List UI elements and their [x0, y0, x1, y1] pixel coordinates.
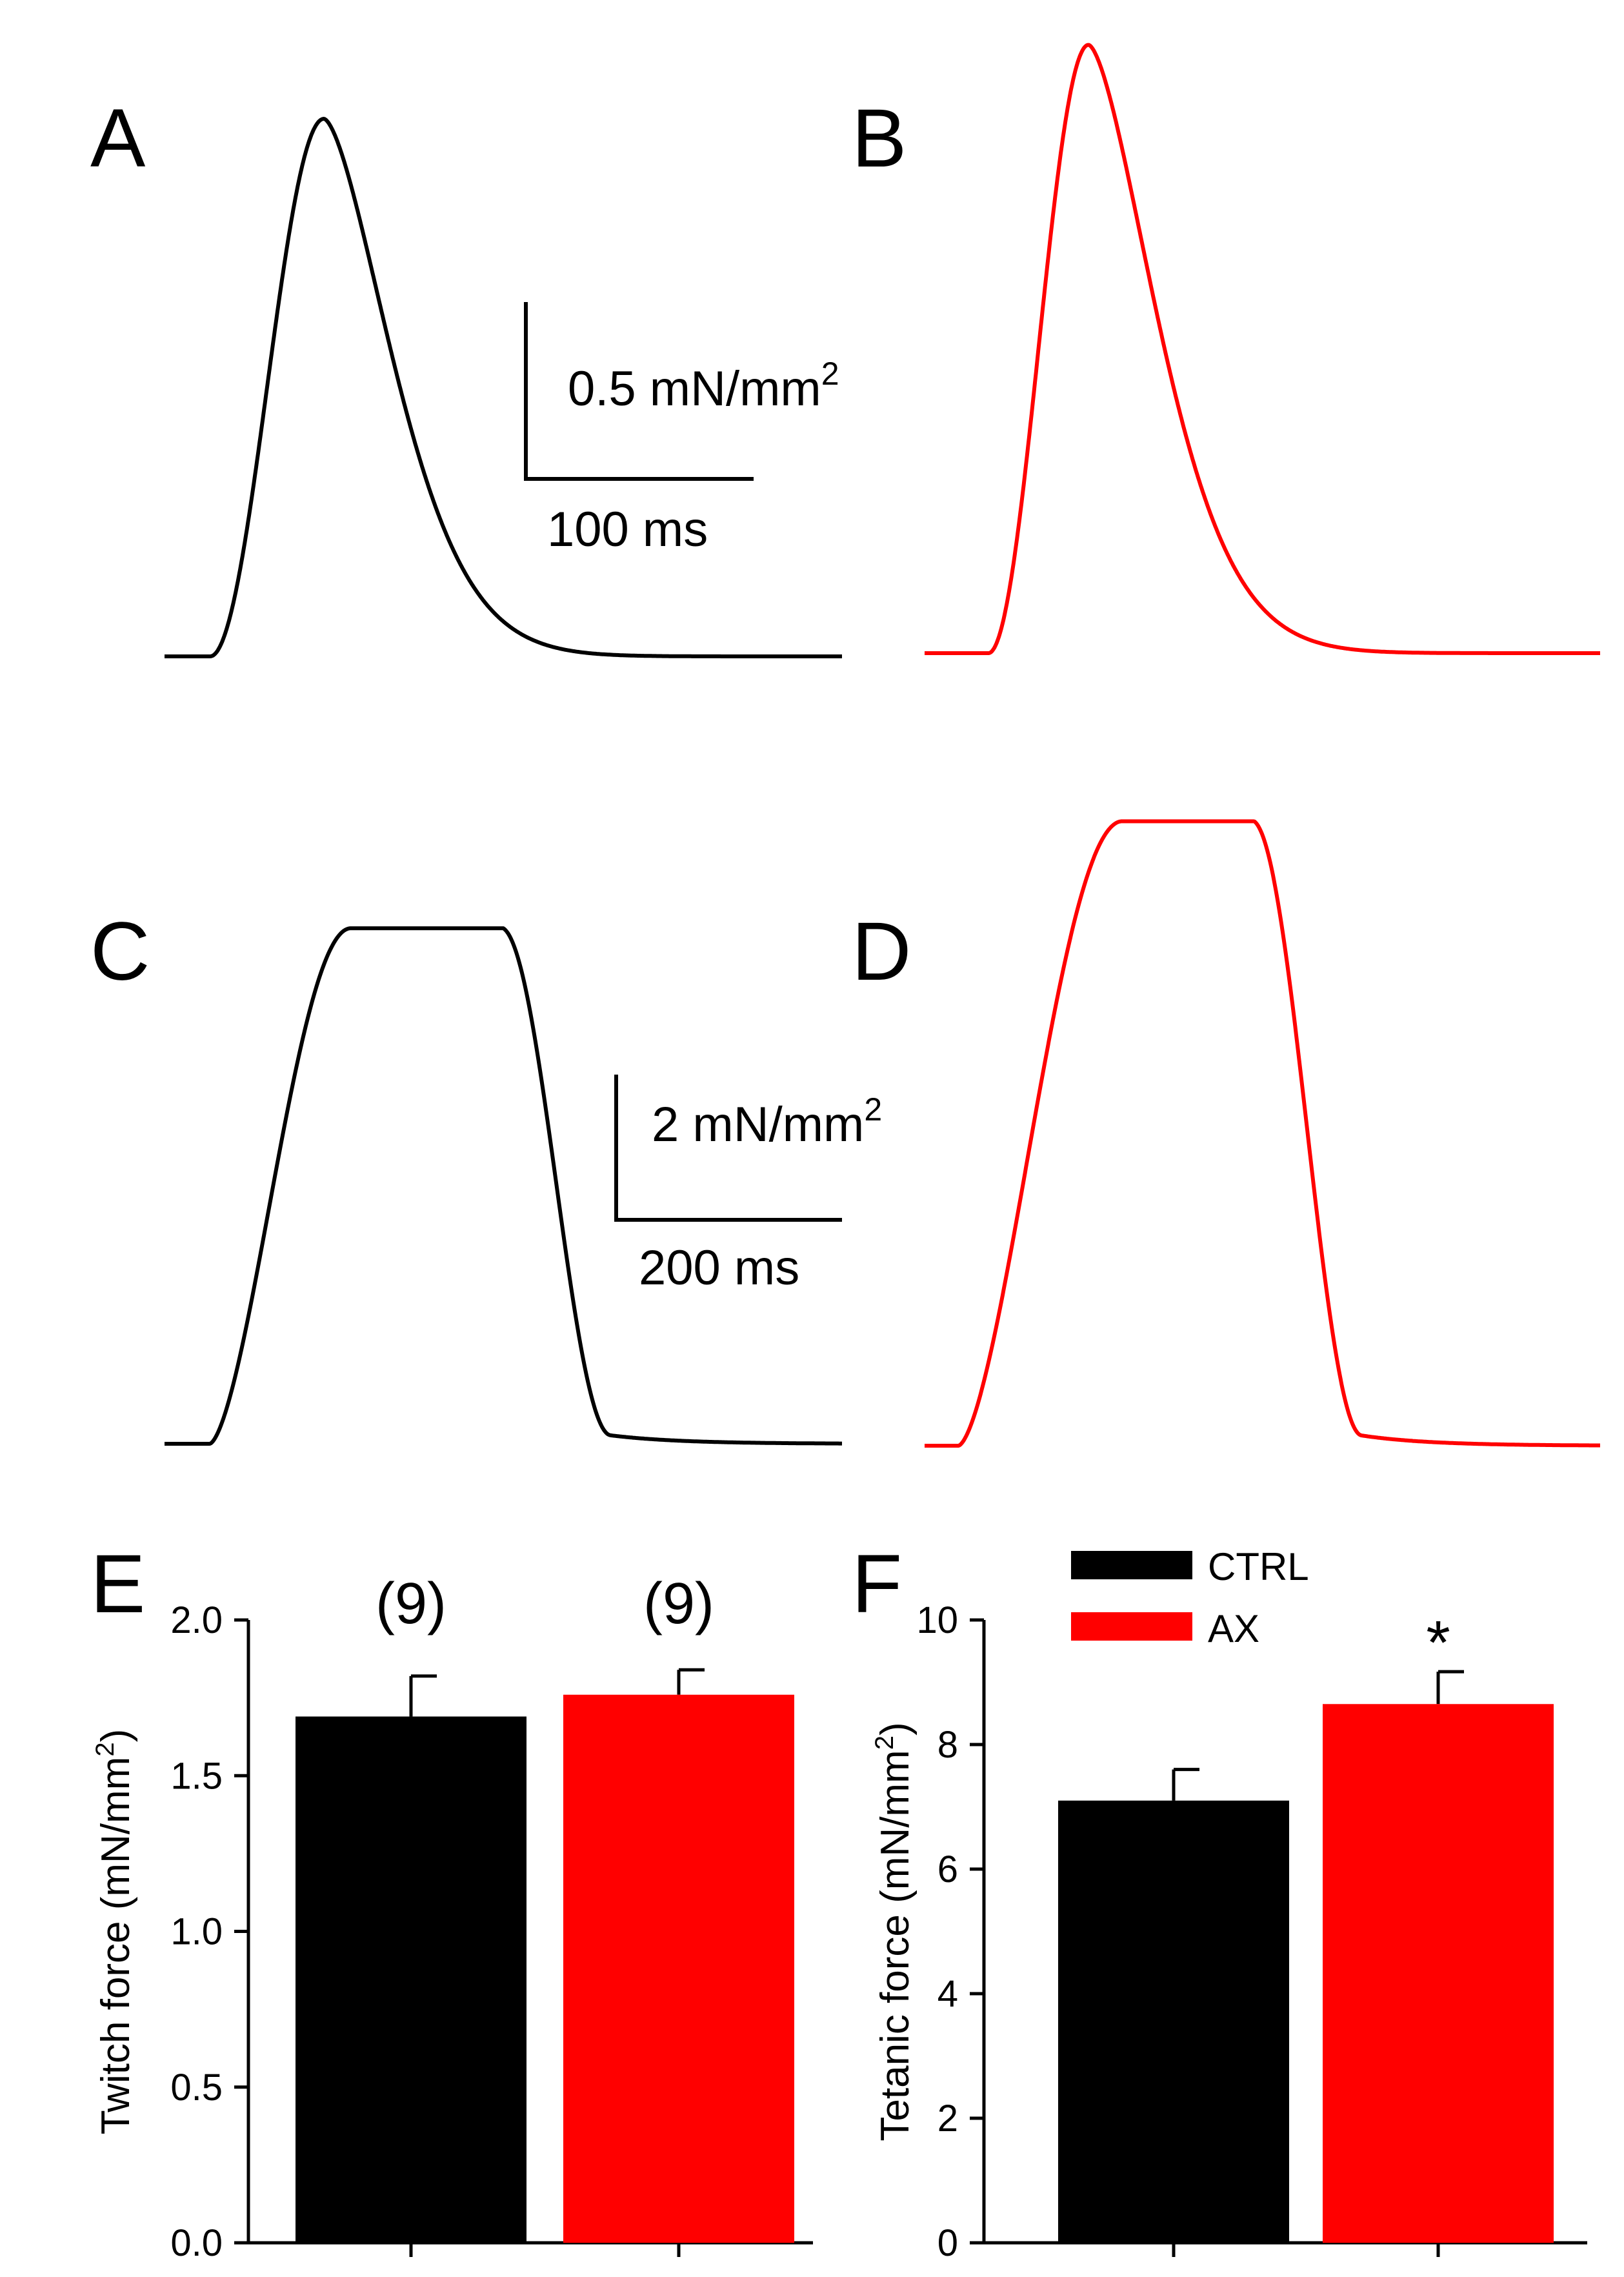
scalebar-tetanus: 2 mN/mm2 200 ms [614, 1075, 882, 1295]
trace-a-twitch-ctrl [163, 117, 843, 658]
chart-e-y-tick-label: 1.0 [170, 1911, 223, 1953]
panel-letter-d: D [852, 906, 911, 998]
scalebar-twitch-force-label: 0.5 mN/mm2 [568, 356, 839, 416]
panel-letter-b: B [852, 92, 907, 185]
chart-f-bar-ctrl [1058, 1800, 1289, 2243]
chart-f-significance-marker: * [1426, 1608, 1450, 1677]
panel-letter-c: C [90, 906, 150, 998]
chart-f-y-tick-label: 0 [937, 2222, 958, 2264]
legend-label-ax: AX [1208, 1607, 1259, 1650]
legend-label-ctrl: CTRL [1208, 1545, 1309, 1588]
panel-letter-a: A [90, 92, 146, 185]
trace-c-tetanus-ctrl [163, 926, 843, 1446]
chart-e-y-tick-label: 2.0 [170, 1599, 223, 1641]
chart-f-bar-ax [1323, 1704, 1554, 2243]
chart-f-y-tick-label: 10 [916, 1599, 958, 1641]
scalebar-twitch-time-label: 100 ms [547, 502, 708, 557]
chart-e-y-tick-label: 0.0 [170, 2222, 223, 2264]
scalebar-tetanus-lines [614, 1075, 842, 1222]
chart-f-y-axis-label: Tetanic force (mN/mm2) [870, 1722, 917, 2141]
scalebar-tetanus-force-label: 2 mN/mm2 [652, 1091, 882, 1152]
chart-e-n-label: (9) [376, 1572, 446, 1636]
scalebar-twitch-lines [524, 302, 754, 481]
chart-e-y-tick-label: 0.5 [170, 2067, 223, 2109]
trace-b-twitch-ax [923, 43, 1601, 655]
chart-f-y-tick-label: 2 [937, 2098, 958, 2140]
chart-f-legend: CTRL AX [1071, 1545, 1309, 1650]
chart-e-bar-ctrl [296, 1716, 526, 2243]
chart-e-twitch-force: Twitch force (mN/mm2) 0.0 0.5 1.0 1.5 2.0 (9)… [91, 1572, 813, 2264]
chart-e-y-tick-label: 1.5 [170, 1755, 223, 1797]
panel-letter-f: F [852, 1538, 902, 1630]
chart-f-tetanic-force: Tetanic force (mN/mm2) CTRL AX 0 2 4 6 8 10 * [870, 1545, 1587, 2264]
chart-f-y-tick-label: 8 [937, 1724, 958, 1766]
legend-swatch-ax [1071, 1612, 1192, 1641]
trace-d-tetanus-ax [923, 819, 1601, 1448]
legend-swatch-ctrl [1071, 1551, 1192, 1579]
scalebar-twitch: 0.5 mN/mm2 100 ms [524, 302, 839, 557]
chart-e-y-axis-label: Twitch force (mN/mm2) [91, 1729, 138, 2135]
chart-e-n-label: (9) [643, 1572, 714, 1636]
chart-f-y-tick-label: 6 [937, 1848, 958, 1890]
scalebar-tetanus-time-label: 200 ms [639, 1240, 799, 1295]
chart-f-y-tick-label: 4 [937, 1973, 958, 2015]
panel-letter-e: E [90, 1538, 145, 1630]
chart-e-bar-ax [563, 1694, 794, 2243]
